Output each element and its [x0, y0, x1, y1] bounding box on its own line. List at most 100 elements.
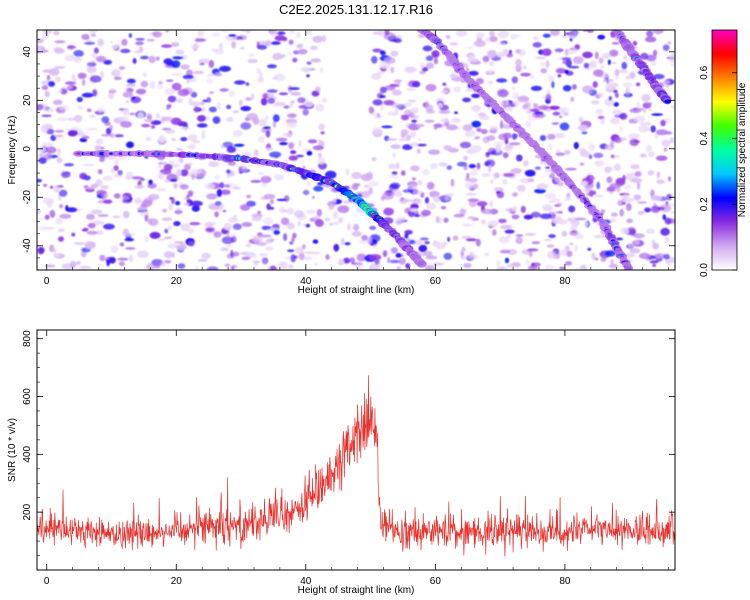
noise-blob	[629, 71, 636, 80]
noise-blob	[568, 205, 576, 213]
noise-blob	[164, 236, 173, 239]
noise-blob	[57, 147, 61, 156]
noise-blob	[463, 155, 468, 161]
noise-blob	[559, 122, 570, 131]
noise-blob	[520, 72, 531, 77]
noise-blob	[650, 195, 662, 201]
noise-blob	[522, 65, 527, 70]
noise-blob	[52, 99, 63, 106]
noise-blob	[609, 218, 617, 223]
noise-blob	[614, 136, 622, 144]
noise-blob	[401, 170, 406, 176]
noise-blob	[609, 154, 621, 158]
noise-blob	[419, 70, 426, 75]
y-tick-label: 400	[22, 446, 33, 463]
noise-blob	[82, 163, 95, 167]
noise-blob	[219, 88, 229, 92]
noise-blob	[549, 173, 555, 179]
noise-blob	[500, 224, 513, 230]
noise-blob	[594, 160, 604, 167]
noise-blob	[256, 68, 261, 74]
noise-blob	[525, 259, 531, 265]
noise-blob	[670, 211, 675, 214]
noise-blob	[428, 150, 440, 156]
noise-blob	[297, 48, 308, 55]
noise-blob	[661, 139, 671, 147]
noise-blob	[314, 219, 324, 227]
noise-blob	[511, 214, 520, 220]
noise-blob	[479, 115, 491, 120]
noise-blob	[131, 96, 136, 100]
noise-blob	[258, 253, 268, 257]
noise-blob	[471, 120, 482, 128]
noise-blob	[492, 229, 497, 236]
noise-blob	[465, 238, 478, 242]
noise-blob	[156, 112, 160, 119]
noise-blob	[424, 101, 429, 109]
ridge-core	[118, 152, 123, 156]
noise-blob	[73, 56, 82, 63]
noise-blob	[562, 59, 570, 65]
noise-blob	[540, 68, 547, 74]
noise-blob	[656, 171, 661, 179]
noise-blob	[569, 37, 573, 42]
noise-blob	[604, 166, 612, 174]
noise-blob	[109, 41, 113, 44]
noise-blob	[153, 265, 161, 269]
noise-blob	[143, 119, 154, 123]
noise-blob	[411, 119, 417, 123]
noise-blob	[75, 261, 81, 265]
noise-blob	[58, 236, 64, 242]
noise-blob	[410, 107, 419, 114]
noise-blob	[166, 79, 174, 82]
noise-blob	[143, 197, 154, 204]
noise-blob	[302, 244, 306, 250]
noise-blob	[388, 174, 400, 179]
noise-blob	[124, 238, 135, 242]
noise-blob	[628, 133, 640, 140]
noise-blob	[74, 242, 85, 245]
noise-blob	[486, 135, 496, 141]
noise-blob	[37, 46, 43, 55]
noise-blob	[167, 225, 172, 230]
noise-blob	[512, 86, 516, 90]
noise-blob	[165, 30, 169, 33]
noise-blob	[498, 218, 507, 224]
noise-blob	[608, 96, 612, 101]
noise-blob	[629, 228, 637, 237]
noise-blob	[180, 64, 190, 70]
noise-blob	[524, 169, 536, 177]
noise-blob	[468, 164, 476, 169]
noise-blob	[221, 236, 234, 245]
x-tick-label: 40	[300, 276, 312, 287]
noise-blob	[208, 204, 221, 209]
noise-blob	[409, 112, 415, 118]
snr-x-label: Height of straight line (km)	[298, 585, 415, 596]
noise-blob	[547, 133, 556, 140]
noise-blob	[393, 79, 403, 83]
noise-blob	[425, 255, 438, 260]
spectrogram-panel: 0 20 40 60 80 -40 -20 0 20 40 Height of straight…	[7, 29, 676, 296]
noise-blob	[276, 198, 287, 202]
noise-blob	[113, 76, 122, 81]
noise-blob	[621, 61, 628, 70]
noise-blob	[630, 164, 640, 170]
noise-blob	[230, 265, 235, 270]
noise-blob	[150, 125, 156, 129]
noise-blob	[412, 239, 424, 246]
y-tick-label: 800	[22, 330, 33, 347]
noise-blob	[424, 119, 435, 123]
noise-blob	[642, 108, 647, 113]
noise-blob	[548, 234, 556, 239]
noise-blob	[565, 167, 577, 171]
noise-blob	[306, 74, 310, 78]
noise-blob	[650, 125, 656, 133]
noise-blob	[502, 152, 509, 159]
noise-blob	[561, 57, 572, 61]
noise-blob	[369, 225, 377, 230]
noise-blob	[347, 223, 351, 231]
noise-blob	[111, 69, 121, 77]
noise-blob	[126, 83, 136, 87]
noise-blob	[450, 178, 455, 187]
noise-blob	[622, 194, 630, 199]
